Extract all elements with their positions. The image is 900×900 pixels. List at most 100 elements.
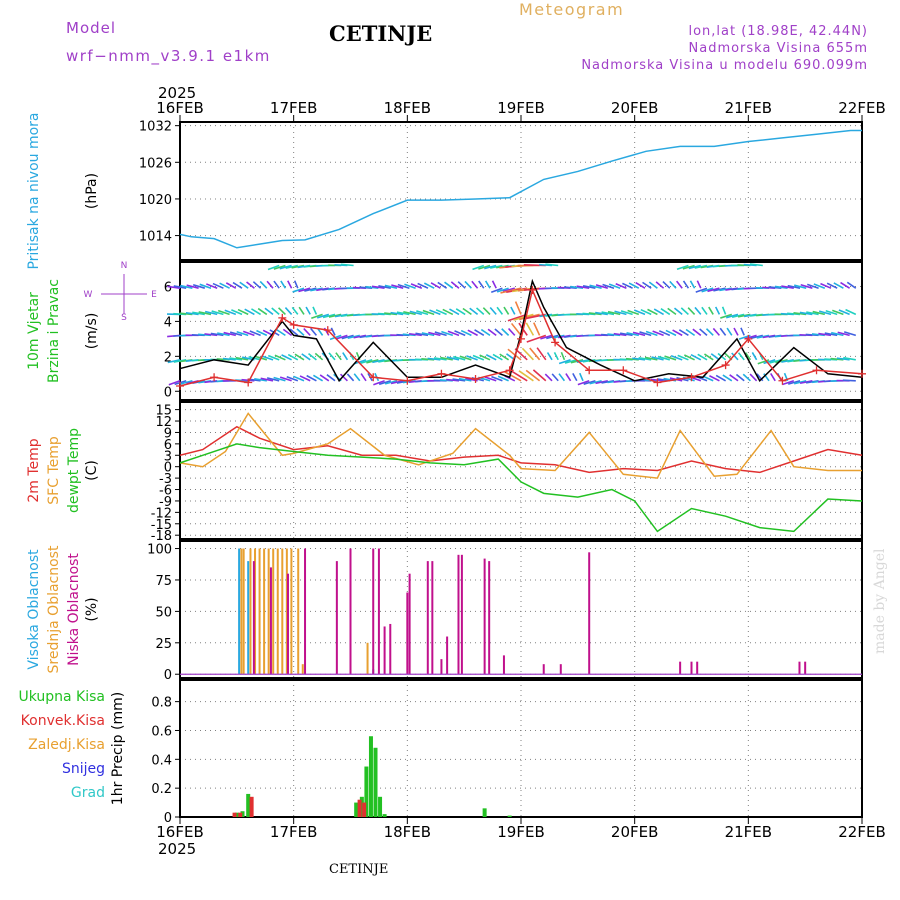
wind-barb bbox=[831, 331, 844, 337]
top-xtick-label: 19FEB bbox=[497, 99, 544, 117]
wind-barb bbox=[372, 359, 385, 364]
wind-barb bbox=[340, 263, 354, 267]
wind-barb bbox=[670, 355, 683, 361]
wind-ytick-label: 6 bbox=[164, 280, 172, 295]
wind-barb bbox=[434, 331, 447, 337]
temperature-series-2 bbox=[179, 443, 863, 533]
temperature-series-0 bbox=[179, 425, 863, 474]
bottom-xtick-label: 21FEB bbox=[725, 823, 772, 841]
wind-barb bbox=[687, 307, 696, 315]
wind-barb bbox=[223, 331, 236, 337]
precip-ytick-label: 0 bbox=[164, 811, 172, 826]
temperature-series-1 bbox=[179, 412, 862, 479]
pressure-series-0 bbox=[179, 129, 862, 249]
wind-barb bbox=[720, 313, 733, 319]
wind-barb bbox=[696, 280, 702, 289]
wind-barb bbox=[519, 313, 540, 321]
wind-barb bbox=[502, 287, 516, 293]
wind-barb bbox=[794, 284, 807, 289]
wind-barb bbox=[774, 285, 788, 289]
wind-barb bbox=[217, 309, 230, 316]
wind-barb bbox=[705, 328, 714, 336]
wind-barb bbox=[471, 280, 479, 289]
wind-barb bbox=[347, 334, 360, 339]
clouds-ylabel: (%) bbox=[84, 597, 100, 621]
wind-barb bbox=[768, 286, 782, 289]
wind-barb bbox=[715, 374, 726, 382]
wind-barb bbox=[680, 307, 689, 315]
footer-station: CETINJE bbox=[329, 862, 389, 877]
wind-barb bbox=[722, 374, 733, 382]
wind-marker bbox=[369, 373, 378, 382]
wind-frame bbox=[179, 261, 863, 401]
wind-barb bbox=[487, 328, 497, 337]
wind-barb bbox=[832, 309, 844, 316]
precip-ylabel: 1hr Precip (mm) bbox=[110, 692, 126, 805]
clouds-bar-2 bbox=[440, 659, 443, 675]
clouds-bar-1 bbox=[290, 548, 293, 675]
wind-barb bbox=[657, 355, 671, 361]
wind-barb bbox=[366, 359, 379, 364]
bottom-xtick-label: 19FEB bbox=[497, 823, 544, 841]
wind-barb bbox=[360, 359, 373, 364]
wind-barb bbox=[287, 280, 293, 289]
wind-barb bbox=[749, 263, 763, 267]
wind-barb bbox=[280, 280, 287, 289]
wind-barb bbox=[217, 332, 230, 337]
compass-letter: E bbox=[151, 290, 157, 300]
wind-barb bbox=[836, 357, 850, 361]
clouds-ytick-label: 25 bbox=[155, 637, 172, 652]
wind-barb bbox=[273, 264, 286, 270]
wind-barb bbox=[583, 380, 596, 385]
wind-barb bbox=[442, 308, 454, 316]
wind-barb bbox=[826, 282, 838, 289]
wind-barb bbox=[346, 373, 355, 382]
wind-marker bbox=[471, 375, 480, 384]
temperature-ytick-label: 15 bbox=[155, 404, 172, 419]
wind-barb bbox=[225, 282, 237, 289]
wind-barb bbox=[622, 282, 633, 289]
wind-barb bbox=[499, 353, 510, 361]
wind-barb bbox=[472, 264, 485, 271]
wind-barb bbox=[276, 328, 286, 337]
wind-marker bbox=[505, 366, 514, 375]
wind-barb bbox=[279, 264, 292, 270]
clouds-bar-1 bbox=[249, 548, 252, 675]
wind-barb bbox=[480, 328, 491, 337]
wind-barb bbox=[565, 373, 572, 382]
wind-barb bbox=[416, 310, 429, 316]
wind-barb bbox=[396, 311, 410, 316]
wind-barb bbox=[266, 280, 274, 289]
wind-barb bbox=[298, 306, 305, 315]
wind-barb bbox=[655, 281, 665, 289]
wind-barb bbox=[311, 313, 323, 320]
wind-barb bbox=[665, 329, 677, 337]
clouds-bar-2 bbox=[446, 636, 449, 675]
wind-barb bbox=[314, 352, 324, 361]
wind-barb bbox=[570, 359, 584, 364]
wind-barb bbox=[482, 307, 491, 315]
wind-barb bbox=[704, 353, 714, 361]
wind-barb bbox=[229, 331, 243, 337]
wind-barb bbox=[491, 280, 497, 289]
wind-barb bbox=[404, 283, 416, 289]
wind-barb bbox=[525, 369, 541, 382]
wind-barb bbox=[570, 285, 584, 289]
wind-marker bbox=[619, 366, 628, 375]
wind-barb bbox=[684, 354, 695, 361]
wind-barb bbox=[441, 330, 454, 337]
wind-barb bbox=[708, 306, 714, 315]
wind-barb bbox=[793, 380, 807, 385]
top-xtick-label: 21FEB bbox=[725, 99, 772, 117]
wind-barb bbox=[303, 328, 311, 336]
wind-barb bbox=[489, 306, 497, 315]
wind-barb bbox=[524, 313, 546, 320]
wind-series-0 bbox=[179, 278, 863, 383]
wind-barb bbox=[788, 380, 801, 385]
wind-barb bbox=[812, 310, 825, 316]
wind-marker bbox=[585, 366, 594, 375]
wind-barb bbox=[271, 307, 280, 316]
wind-barb bbox=[692, 328, 702, 336]
